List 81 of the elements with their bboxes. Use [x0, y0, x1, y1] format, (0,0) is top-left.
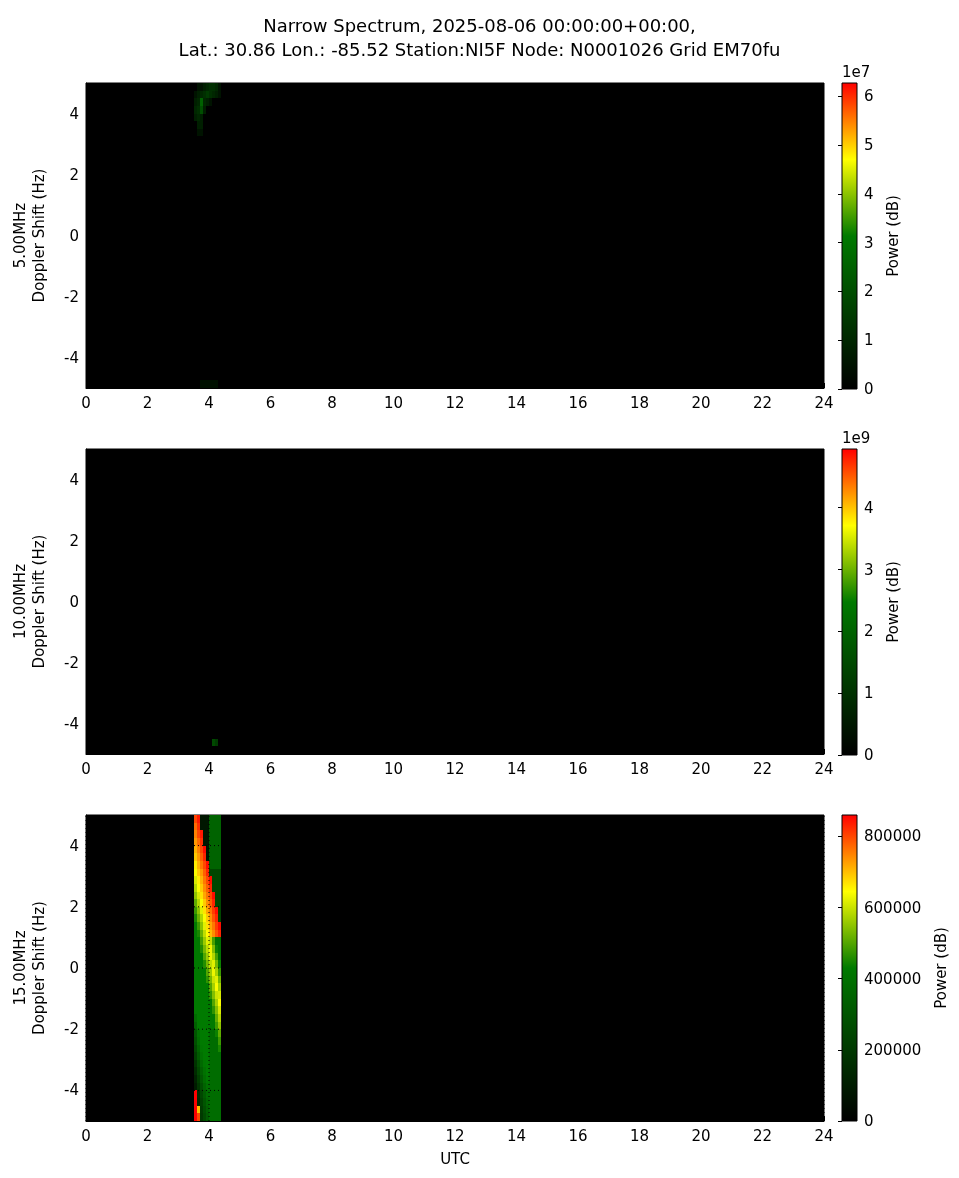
x-tick-label: 12 [445, 759, 465, 778]
color-bar-label: 5 [864, 135, 874, 154]
x-tick-label: 18 [629, 759, 650, 778]
x-tick-label: 14 [506, 393, 527, 412]
y-tick-label: -4 [64, 714, 79, 733]
color-bar-label: 0 [864, 380, 874, 398]
x-tick-label: 16 [568, 759, 588, 778]
x-tick-label: 10 [383, 1126, 404, 1145]
x-tick-label: 24 [814, 759, 834, 778]
y-axis-title: 10.00MHz Doppler Shift (Hz) [10, 534, 48, 669]
x-tick-label: 24 [814, 1126, 834, 1145]
x-tick-label: 14 [506, 1126, 527, 1145]
y-tick-label: -2 [64, 287, 79, 306]
y-axis-title: 5.00MHz Doppler Shift (Hz) [10, 168, 48, 303]
x-tick-label: 0 [81, 1126, 91, 1145]
x-tick-label: 12 [445, 393, 465, 412]
x-tick-label: 6 [265, 393, 276, 412]
color-bar-title: Power (dB) [884, 195, 903, 277]
x-tick-label: 8 [327, 1126, 337, 1145]
x-tick-label: 2 [142, 393, 153, 412]
x-tick-label: 22 [752, 1126, 773, 1145]
y-axis-title: 15.00MHz Doppler Shift (Hz) [10, 901, 48, 1035]
x-tick-label: 4 [204, 1126, 214, 1145]
x-tick-label: 22 [752, 393, 773, 412]
x-tick-label: 0 [81, 393, 91, 412]
color-bar-label: 0 [864, 1112, 874, 1130]
y-tick-label: 4 [69, 104, 79, 123]
y-tick-label: 2 [69, 531, 79, 550]
x-tick-label: 20 [691, 759, 711, 778]
color-bar-label: 2 [864, 622, 874, 641]
x-axis-title: UTC [440, 1149, 470, 1168]
color-bar-label: 4 [864, 184, 874, 203]
y-tick-label: 2 [69, 897, 79, 916]
color-bar-label: 200000 [864, 1040, 922, 1059]
y-tick-label: -4 [64, 348, 79, 367]
color-bar-label: 600000 [864, 898, 922, 917]
color-bar-title: Power (dB) [884, 561, 903, 643]
color-bar-label: 800000 [864, 827, 922, 846]
color-bar-label: 1 [864, 684, 874, 703]
y-tick-label: 4 [69, 470, 79, 489]
x-tick-label: 24 [814, 393, 834, 412]
x-tick-label: 2 [142, 759, 153, 778]
y-tick-label: 2 [69, 165, 79, 184]
x-tick-label: 8 [327, 759, 337, 778]
color-bar-label: 3 [864, 560, 874, 579]
color-bar-label: 4 [864, 498, 874, 517]
x-tick-label: 18 [629, 1126, 650, 1145]
color-bar-label: 6 [864, 87, 874, 106]
text: 1e7 [842, 62, 871, 81]
x-tick-label: 12 [445, 1126, 465, 1145]
y-tick-label: 0 [69, 959, 79, 977]
x-tick-label: 4 [204, 393, 214, 412]
x-tick-label: 14 [506, 759, 527, 778]
color-bar-label: 0 [864, 746, 874, 764]
x-tick-label: 16 [568, 1126, 588, 1145]
x-tick-label: 18 [629, 393, 650, 412]
color-bar-label: 1 [864, 331, 874, 350]
text: 1e9 [842, 428, 871, 447]
y-tick-label: 4 [69, 836, 79, 855]
x-tick-label: 2 [142, 1126, 153, 1145]
x-tick-label: 22 [752, 759, 773, 778]
chart-title: Narrow Spectrum, 2025-08-06 00:00:00+00:00, Lat.: 30.86 Lon.: -85.52 Station:NI5F Node: N0001026 Grid EM70fu [178, 14, 781, 60]
y-tick-label: -4 [64, 1081, 79, 1100]
x-tick-label: 10 [383, 393, 404, 412]
color-bar-label: 400000 [864, 969, 922, 988]
x-tick-label: 4 [204, 759, 214, 778]
y-tick-label: -2 [64, 1020, 79, 1039]
y-tick-label: -2 [64, 653, 79, 672]
x-tick-label: 10 [383, 759, 404, 778]
color-bar-title: Power (dB) [931, 927, 950, 1009]
color-bar-label: 2 [864, 282, 874, 301]
x-tick-label: 6 [265, 759, 276, 778]
y-tick-label: 0 [69, 226, 79, 245]
color-bar-label: 3 [864, 233, 874, 252]
y-tick-label: 0 [69, 592, 79, 611]
x-tick-label: 8 [327, 393, 337, 412]
x-tick-label: 20 [691, 393, 711, 412]
x-tick-label: 16 [568, 393, 588, 412]
x-tick-label: 6 [265, 1126, 276, 1145]
x-tick-label: 20 [691, 1126, 711, 1145]
x-tick-label: 0 [81, 759, 91, 778]
